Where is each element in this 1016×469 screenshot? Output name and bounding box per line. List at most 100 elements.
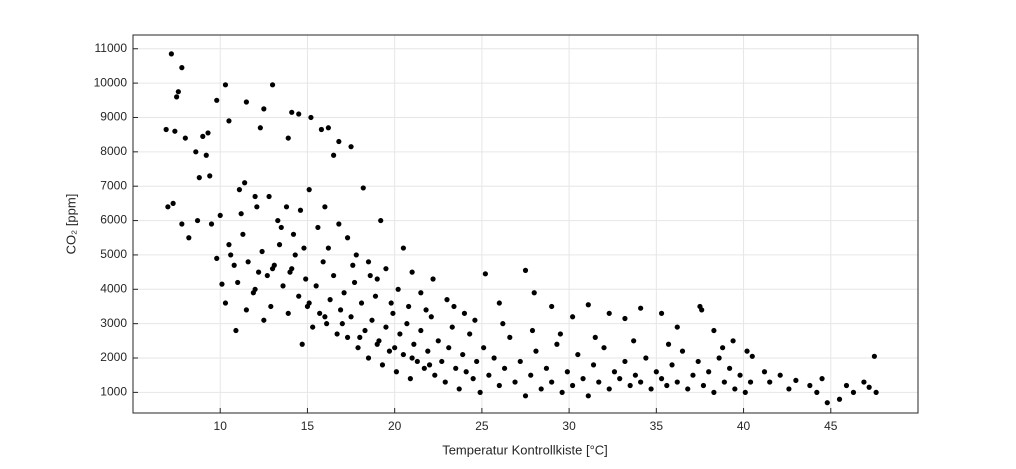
point xyxy=(580,376,586,382)
point xyxy=(301,245,307,251)
point xyxy=(638,379,644,385)
point xyxy=(767,379,773,385)
point xyxy=(351,279,358,286)
point xyxy=(474,358,480,365)
x-tick-label: 20 xyxy=(388,419,402,433)
point xyxy=(456,386,462,392)
point xyxy=(632,372,639,378)
axes-box xyxy=(132,34,919,414)
point xyxy=(559,389,565,395)
point xyxy=(386,348,393,354)
x-axis-label: Temperatur Kontrollkiste [°C] xyxy=(442,442,608,457)
point xyxy=(522,393,529,399)
x-tick-label: 15 xyxy=(301,419,315,433)
point xyxy=(496,382,502,389)
point xyxy=(243,99,249,105)
point xyxy=(254,204,260,210)
point xyxy=(512,379,518,385)
point xyxy=(481,345,487,351)
point xyxy=(228,252,234,258)
point xyxy=(653,369,659,375)
point xyxy=(549,379,555,385)
point xyxy=(344,235,351,241)
point xyxy=(716,355,722,361)
point xyxy=(444,297,450,303)
point xyxy=(290,231,297,237)
point xyxy=(409,355,415,361)
point xyxy=(367,272,373,279)
point xyxy=(318,126,324,133)
point xyxy=(296,111,302,117)
point xyxy=(742,389,748,395)
point xyxy=(383,324,389,330)
point xyxy=(472,317,478,323)
point xyxy=(414,358,420,365)
point xyxy=(299,341,305,347)
point xyxy=(205,130,211,136)
point xyxy=(690,372,696,378)
point xyxy=(674,379,680,385)
point xyxy=(257,125,263,131)
point xyxy=(175,89,181,95)
x-tick-label: 35 xyxy=(650,419,664,433)
point xyxy=(266,193,272,200)
point xyxy=(235,279,241,286)
point xyxy=(214,97,220,103)
point xyxy=(873,389,879,395)
point xyxy=(310,324,316,330)
point xyxy=(238,211,244,217)
point xyxy=(664,382,670,389)
point xyxy=(467,331,473,337)
point xyxy=(730,338,736,344)
point xyxy=(313,283,319,289)
point xyxy=(482,271,488,277)
x-tick-label: 30 xyxy=(562,419,576,433)
point xyxy=(491,355,497,361)
point xyxy=(336,221,342,227)
point xyxy=(622,358,628,365)
point xyxy=(283,204,290,210)
point xyxy=(320,259,326,265)
point xyxy=(297,207,304,213)
point xyxy=(744,348,750,354)
point xyxy=(372,293,379,299)
y-tick-label: 1000 xyxy=(100,385,127,399)
point xyxy=(355,345,361,351)
point xyxy=(269,82,276,88)
point xyxy=(365,259,372,265)
point xyxy=(557,331,563,337)
point xyxy=(824,400,830,406)
point xyxy=(585,393,591,399)
point xyxy=(711,327,717,334)
point xyxy=(699,307,705,313)
point xyxy=(275,217,281,224)
y-tick-label: 4000 xyxy=(100,281,127,295)
point xyxy=(322,314,328,320)
point xyxy=(674,324,680,330)
point xyxy=(341,290,347,296)
point xyxy=(296,293,302,299)
point xyxy=(404,321,410,327)
point xyxy=(186,235,192,241)
point xyxy=(606,386,612,392)
point xyxy=(395,286,401,292)
point xyxy=(737,372,743,378)
point xyxy=(861,379,867,385)
point xyxy=(264,272,270,279)
point xyxy=(334,331,340,337)
point xyxy=(331,152,337,158)
y-axis-label: CO₂ [ppm] xyxy=(63,194,78,255)
point xyxy=(777,372,783,378)
point xyxy=(214,255,220,261)
points xyxy=(163,51,879,406)
point xyxy=(549,303,555,310)
y-tick-label: 7000 xyxy=(100,178,127,192)
point xyxy=(721,379,727,385)
point xyxy=(226,118,232,124)
point xyxy=(460,351,466,358)
point xyxy=(324,321,330,327)
point xyxy=(285,135,291,141)
point xyxy=(658,376,665,382)
point xyxy=(430,276,436,282)
point xyxy=(461,310,468,316)
